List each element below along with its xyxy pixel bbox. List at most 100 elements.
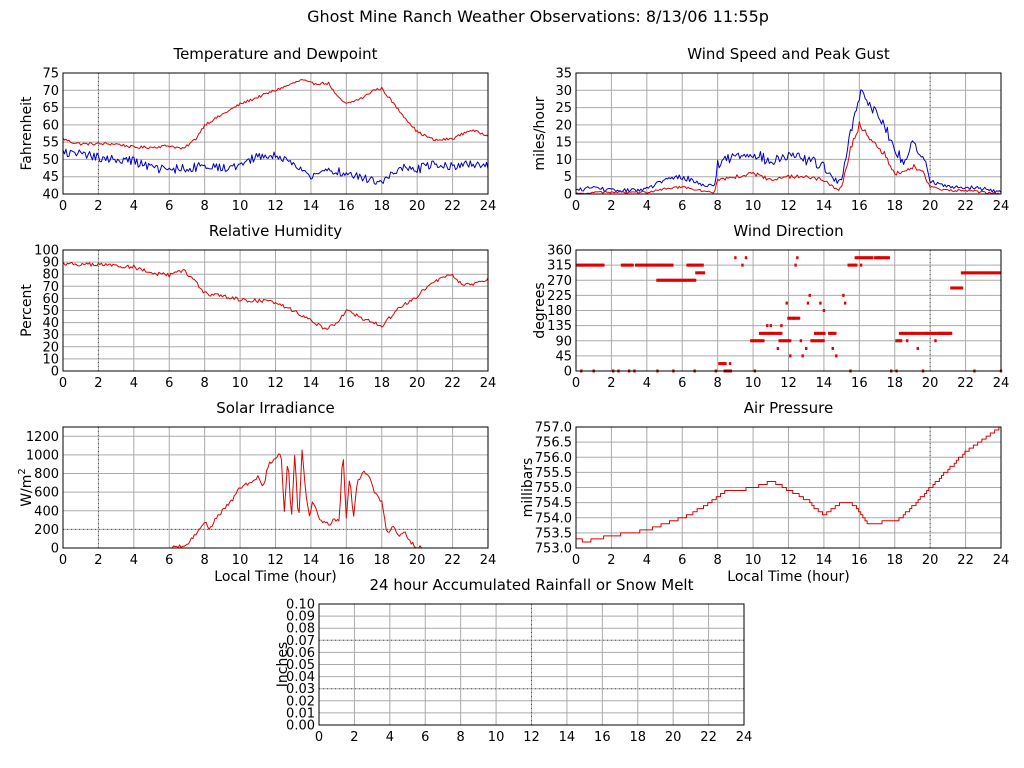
wind-direction-point [854, 256, 857, 260]
wind-direction-point [669, 278, 673, 282]
y-tick-label: 75 [42, 67, 59, 82]
series-line-2 [62, 148, 489, 185]
wind-direction-point [981, 271, 985, 275]
wind-direction-point [815, 331, 819, 335]
x-tick-label: 6 [165, 199, 173, 214]
x-tick-label: 18 [886, 199, 903, 214]
y-tick-label: 0.06 [286, 646, 315, 661]
x-tick-label: 24 [993, 553, 1010, 568]
y-tick-label: 80 [42, 268, 59, 283]
wind-direction-point [849, 263, 852, 267]
wind-direction-point [594, 263, 598, 267]
wind-direction-point [808, 293, 811, 297]
y-tick-label: 90 [555, 334, 572, 349]
series-line-2 [575, 121, 1001, 195]
wind-direction-point [686, 263, 689, 267]
y-tick-label: 50 [42, 153, 59, 168]
wind-direction-point [766, 331, 769, 335]
x-tick-label: 16 [594, 730, 611, 745]
y-tick-label: 1000 [26, 448, 59, 463]
wind-direction-point [680, 278, 683, 282]
wind-direction-point [651, 263, 654, 267]
wind-direction-point [948, 331, 951, 335]
wind-direction-point [636, 263, 639, 267]
x-tick-label: 0 [59, 199, 67, 214]
wind-direction-point [877, 256, 881, 260]
x-tick-label: 2 [607, 553, 615, 568]
x-tick-label: 6 [165, 376, 173, 391]
wind-direction-point [686, 278, 689, 282]
wind-direction-point [582, 263, 585, 267]
wind-direction-point [895, 339, 898, 343]
wind-direction-point [794, 316, 798, 320]
x-tick-label: 6 [678, 199, 686, 214]
wind-direction-point [796, 256, 799, 260]
wind-direction-point [692, 278, 695, 282]
x-tick-label: 14 [816, 553, 833, 568]
x-tick-label: 14 [816, 199, 833, 214]
y-tick-label: 60 [42, 292, 59, 307]
wind-direction-point [789, 354, 792, 358]
wind-direction-point [779, 339, 783, 343]
wind-direction-point [883, 256, 886, 260]
x-tick-label: 8 [714, 376, 722, 391]
wind-direction-point [831, 331, 834, 335]
y-tick-label: 755.0 [535, 481, 572, 496]
wind-direction-point [761, 331, 765, 335]
y-tick-label: 756.0 [535, 451, 572, 466]
wind-direction-point [966, 271, 970, 275]
y-tick-label: 1200 [26, 430, 59, 445]
y-tick-label: 50 [42, 304, 59, 319]
x-tick-label: 4 [130, 376, 138, 391]
x-tick-label: 10 [745, 376, 762, 391]
wind-direction-point [590, 263, 593, 267]
y-tick-label: 60 [42, 118, 59, 133]
wind-direction-point [984, 271, 988, 275]
wind-direction-point [862, 256, 865, 260]
wind-direction-point [690, 278, 694, 282]
wind-direction-point [678, 278, 682, 282]
x-tick-label: 12 [267, 376, 284, 391]
x-tick-label: 20 [409, 199, 426, 214]
y-tick-label: 70 [42, 280, 59, 295]
y-tick-label: 0.10 [286, 598, 315, 613]
wind-direction-point [790, 316, 793, 320]
y-tick-label: 0.00 [286, 719, 315, 734]
x-tick-label: 8 [201, 376, 209, 391]
x-tick-label: 4 [130, 553, 138, 568]
x-tick-label: 0 [572, 553, 580, 568]
wind-direction-point [813, 339, 816, 343]
wind-direction-point [874, 256, 877, 260]
wind-direction-point [992, 271, 995, 275]
wind-direction-point [600, 263, 604, 267]
wind-direction-point [983, 271, 986, 275]
wind-direction-point [674, 278, 677, 282]
series-line-1 [62, 79, 489, 150]
wind-direction-point [993, 271, 997, 275]
wind-direction-point [599, 263, 602, 267]
wind-direction-point [881, 256, 884, 260]
plot-frame [575, 426, 1002, 549]
y-tick-label: 55 [42, 136, 59, 151]
x-tick-label: 0 [59, 376, 67, 391]
wind-direction-point [785, 301, 788, 305]
wind-direction-point [990, 271, 994, 275]
wind-direction-point [654, 263, 657, 267]
wind-direction-point [927, 331, 931, 335]
wind-direction-point [758, 331, 762, 335]
wind-direction-point [647, 263, 650, 267]
wind-direction-point [898, 331, 902, 335]
wind-direction-point [903, 331, 906, 335]
wind-direction-point [671, 278, 674, 282]
y-tick-label: 40 [42, 316, 59, 331]
x-tick-label: 16 [338, 376, 355, 391]
x-tick-label: 12 [267, 553, 284, 568]
wind-direction-point [635, 263, 638, 267]
wind-direction-point [728, 362, 732, 366]
x-tick-label: 16 [338, 553, 355, 568]
wind-direction-point [975, 271, 979, 275]
wind-direction-point [620, 263, 624, 267]
wind-direction-point [859, 263, 863, 267]
